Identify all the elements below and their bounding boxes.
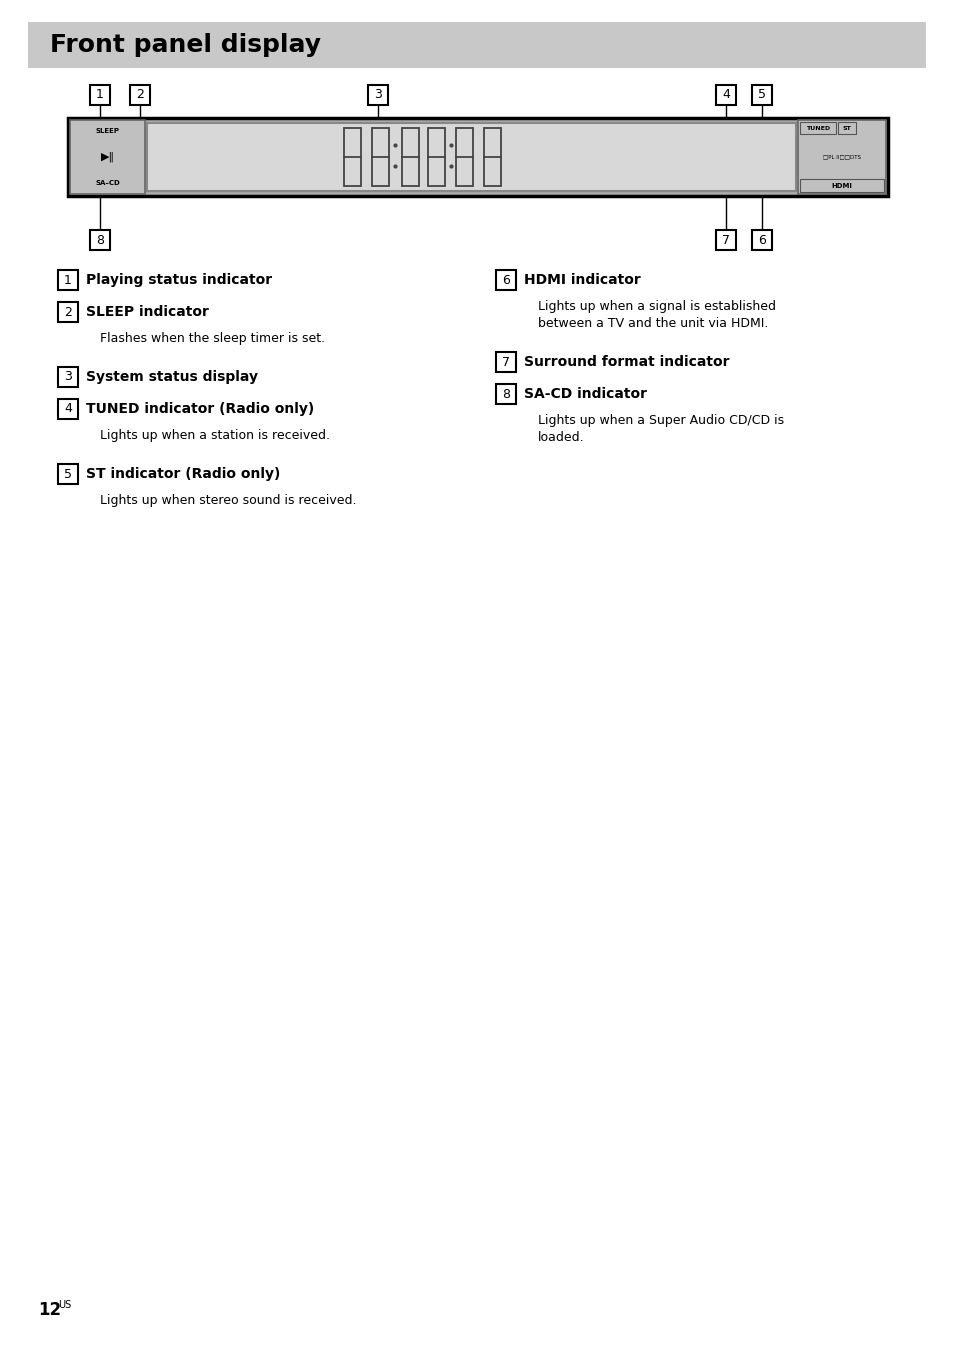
Text: SA–CD: SA–CD [95,180,120,187]
Text: 1: 1 [64,273,71,287]
Text: between a TV and the unit via HDMI.: between a TV and the unit via HDMI. [537,316,767,330]
Bar [90,85,110,105]
Text: ▶‖: ▶‖ [100,151,114,162]
Bar [58,270,78,289]
Bar [800,178,883,192]
Text: ST indicator (Radio only): ST indicator (Radio only) [86,466,280,481]
Text: 5: 5 [64,468,71,480]
Text: Playing status indicator: Playing status indicator [86,273,272,287]
Bar [837,122,855,134]
Text: loaded.: loaded. [537,431,584,443]
Bar [797,120,885,193]
Text: 1: 1 [96,88,104,101]
Text: SLEEP indicator: SLEEP indicator [86,306,209,319]
Text: TUNED: TUNED [805,126,829,131]
Bar [147,123,795,191]
Text: Front panel display: Front panel display [50,32,320,57]
Text: Lights up when a signal is established: Lights up when a signal is established [537,300,775,314]
Text: TUNED indicator (Radio only): TUNED indicator (Radio only) [86,402,314,416]
Text: Lights up when a station is received.: Lights up when a station is received. [100,429,330,442]
Text: SA-CD indicator: SA-CD indicator [523,387,646,402]
Text: 8: 8 [96,234,104,246]
Text: US: US [58,1301,71,1310]
Text: System status display: System status display [86,370,257,384]
Bar [716,230,735,250]
Bar [751,85,771,105]
Text: HDMI indicator: HDMI indicator [523,273,640,287]
Bar [90,230,110,250]
Bar [58,399,78,419]
Bar [496,352,516,372]
Text: Lights up when a Super Audio CD/CD is: Lights up when a Super Audio CD/CD is [537,414,783,427]
Text: 3: 3 [64,370,71,384]
Text: 2: 2 [136,88,144,101]
Bar [496,270,516,289]
Text: 6: 6 [501,273,510,287]
Text: HDMI: HDMI [831,183,852,188]
Text: 3: 3 [374,88,381,101]
Text: 7: 7 [721,234,729,246]
Text: 8: 8 [501,388,510,400]
Bar [130,85,150,105]
Bar [751,230,771,250]
Bar [70,120,145,193]
Bar [58,366,78,387]
Text: Surround format indicator: Surround format indicator [523,356,729,369]
Bar [800,122,835,134]
Bar [496,384,516,404]
Text: ST: ST [841,126,850,131]
Text: 7: 7 [501,356,510,369]
Bar [716,85,735,105]
Text: 2: 2 [64,306,71,319]
Text: 12: 12 [38,1301,61,1320]
Text: Lights up when stereo sound is received.: Lights up when stereo sound is received. [100,493,356,507]
Text: □PL II□□DTS: □PL II□□DTS [822,154,861,160]
Bar [58,464,78,484]
Text: SLEEP: SLEEP [95,128,119,134]
Text: 5: 5 [758,88,765,101]
Text: 6: 6 [758,234,765,246]
Text: 4: 4 [721,88,729,101]
Bar [68,118,887,196]
Bar [368,85,388,105]
Text: 4: 4 [64,403,71,415]
Text: Flashes when the sleep timer is set.: Flashes when the sleep timer is set. [100,333,325,345]
Bar [58,301,78,322]
Bar [28,22,925,68]
